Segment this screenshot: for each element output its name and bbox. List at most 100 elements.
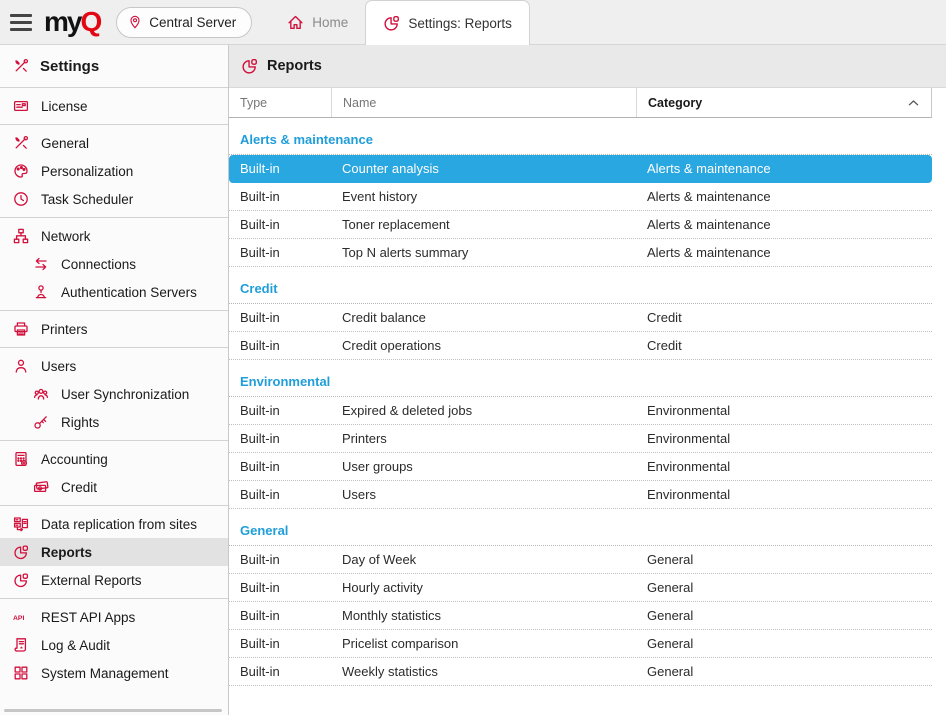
cell-category: General [647, 664, 694, 679]
cell-type: Built-in [240, 217, 280, 232]
sidebar-item-license[interactable]: License [0, 92, 228, 120]
logo-text-q: Q [80, 6, 102, 37]
group-header-alerts-maintenance: Alerts & maintenance [229, 118, 932, 155]
sidebar-item-label: Credit [61, 479, 98, 495]
grid-icon [13, 665, 29, 681]
sidebar-item-authentication-servers[interactable]: Authentication Servers [0, 278, 228, 306]
sidebar-item-data-replication-from-sites[interactable]: Data replication from sites [0, 510, 228, 538]
table-row-user-groups[interactable]: Built-in User groups Environmental [229, 453, 932, 481]
tab-label: Settings: Reports [408, 15, 512, 31]
sidebar-divider [0, 124, 228, 125]
sidebar-item-credit[interactable]: Credit [0, 473, 228, 501]
sidebar-item-log-audit[interactable]: Log & Audit [0, 631, 228, 659]
table-row-top-n-alerts-summary[interactable]: Built-in Top N alerts summary Alerts & mai… [229, 239, 932, 267]
cell-name: Event history [342, 189, 418, 204]
cell-type: Built-in [240, 338, 280, 353]
column-header-label: Name [343, 95, 377, 110]
sidebar-item-label: Authentication Servers [61, 284, 197, 300]
sidebar-item-reports[interactable]: Reports [0, 538, 228, 566]
column-header-name[interactable]: Name [331, 88, 636, 117]
cell-name: Pricelist comparison [342, 636, 459, 651]
table-row-credit-balance[interactable]: Built-in Credit balance Credit [229, 304, 932, 332]
table-row-expired-deleted-jobs[interactable]: Built-in Expired & deleted jobs Environmen… [229, 397, 932, 425]
table-row-weekly-statistics[interactable]: Built-in Weekly statistics General [229, 658, 932, 686]
sidebar-item-label: Log & Audit [41, 637, 111, 653]
sidebar-item-users[interactable]: Users [0, 352, 228, 380]
cell-name: Weekly statistics [342, 664, 438, 679]
sidebar-item-general[interactable]: General [0, 129, 228, 157]
tab-settings-reports[interactable]: Settings: Reports [365, 0, 530, 45]
cell-category: Environmental [647, 431, 731, 446]
table-row-hourly-activity[interactable]: Built-in Hourly activity General [229, 574, 932, 602]
tab-home[interactable]: Home [270, 0, 365, 44]
cell-name: Credit operations [342, 338, 441, 353]
sidebar-item-user-synchronization[interactable]: User Synchronization [0, 380, 228, 408]
table-row-day-of-week[interactable]: Built-in Day of Week General [229, 546, 932, 574]
sidebar-item-personalization[interactable]: Personalization [0, 157, 228, 185]
sidebar-horizontal-scrollbar[interactable] [4, 709, 222, 712]
sidebar-item-network[interactable]: Network [0, 222, 228, 250]
table-row-printers[interactable]: Built-in Printers Environmental [229, 425, 932, 453]
api-icon: API [13, 609, 29, 625]
table-row-monthly-statistics[interactable]: Built-in Monthly statistics General [229, 602, 932, 630]
cell-category: General [647, 552, 694, 567]
cell-category: Alerts & maintenance [647, 161, 771, 176]
sidebar-item-external-reports[interactable]: External Reports [0, 566, 228, 594]
myq-logo: my Q [44, 0, 102, 44]
table-row-event-history[interactable]: Built-in Event history Alerts & maintenanc… [229, 183, 932, 211]
sidebar-item-rights[interactable]: Rights [0, 408, 228, 436]
chevron-up-icon [908, 99, 919, 107]
sidebar-divider [0, 217, 228, 218]
cell-type: Built-in [240, 664, 280, 679]
sidebar-divider [0, 505, 228, 506]
table-row-counter-analysis[interactable]: Built-in Counter analysis Alerts & mainten… [229, 155, 932, 183]
cell-category: Environmental [647, 487, 731, 502]
cell-category: General [647, 608, 694, 623]
pie-chart-icon [13, 544, 29, 561]
reports-table: Type Name Category Alerts & maintenance Bui… [229, 88, 932, 686]
network-icon [13, 228, 29, 244]
sidebar-divider [0, 440, 228, 441]
sidebar-item-connections[interactable]: Connections [0, 250, 228, 278]
table-row-users[interactable]: Built-in Users Environmental [229, 481, 932, 509]
cell-name: Credit balance [342, 310, 426, 325]
pie-chart-icon [13, 572, 29, 589]
sidebar-item-label: Connections [61, 256, 137, 272]
user-icon [13, 358, 29, 374]
sidebar-item-label: System Management [41, 665, 169, 681]
palette-icon [13, 163, 29, 179]
auth-server-icon [33, 284, 49, 300]
cell-type: Built-in [240, 487, 280, 502]
cell-type: Built-in [240, 245, 280, 260]
cell-name: Day of Week [342, 552, 417, 567]
cell-name: Toner replacement [342, 217, 450, 232]
cell-category: Alerts & maintenance [647, 189, 771, 204]
group-header-credit: Credit [229, 267, 932, 304]
sidebar-item-label: Reports [41, 544, 93, 560]
server-selector-button[interactable]: Central Server [116, 6, 253, 38]
cell-name: Counter analysis [342, 161, 439, 176]
menu-hamburger-icon[interactable] [10, 0, 32, 44]
cell-type: Built-in [240, 431, 280, 446]
sidebar-item-rest-api-apps[interactable]: API REST API Apps [0, 603, 228, 631]
location-pin-icon [128, 14, 142, 30]
svg-text:API: API [13, 615, 24, 622]
sidebar-item-label: Printers [41, 321, 88, 337]
column-header-category[interactable]: Category [636, 88, 931, 117]
column-header-type[interactable]: Type [229, 88, 331, 117]
table-row-credit-operations[interactable]: Built-in Credit operations Credit [229, 332, 932, 360]
cell-type: Built-in [240, 403, 280, 418]
cell-name: User groups [342, 459, 413, 474]
sidebar-item-printers[interactable]: Printers [0, 315, 228, 343]
table-row-toner-replacement[interactable]: Built-in Toner replacement Alerts & mainte… [229, 211, 932, 239]
sidebar-divider [0, 598, 228, 599]
cell-type: Built-in [240, 608, 280, 623]
tab-label: Home [312, 14, 349, 30]
clock-icon [13, 191, 29, 207]
sidebar-item-system-management[interactable]: System Management [0, 659, 228, 687]
printer-icon [13, 321, 29, 337]
sidebar-item-accounting[interactable]: Accounting [0, 445, 228, 473]
sidebar-item-task-scheduler[interactable]: Task Scheduler [0, 185, 228, 213]
table-header-row: Type Name Category [229, 88, 932, 118]
table-row-pricelist-comparison[interactable]: Built-in Pricelist comparison General [229, 630, 932, 658]
